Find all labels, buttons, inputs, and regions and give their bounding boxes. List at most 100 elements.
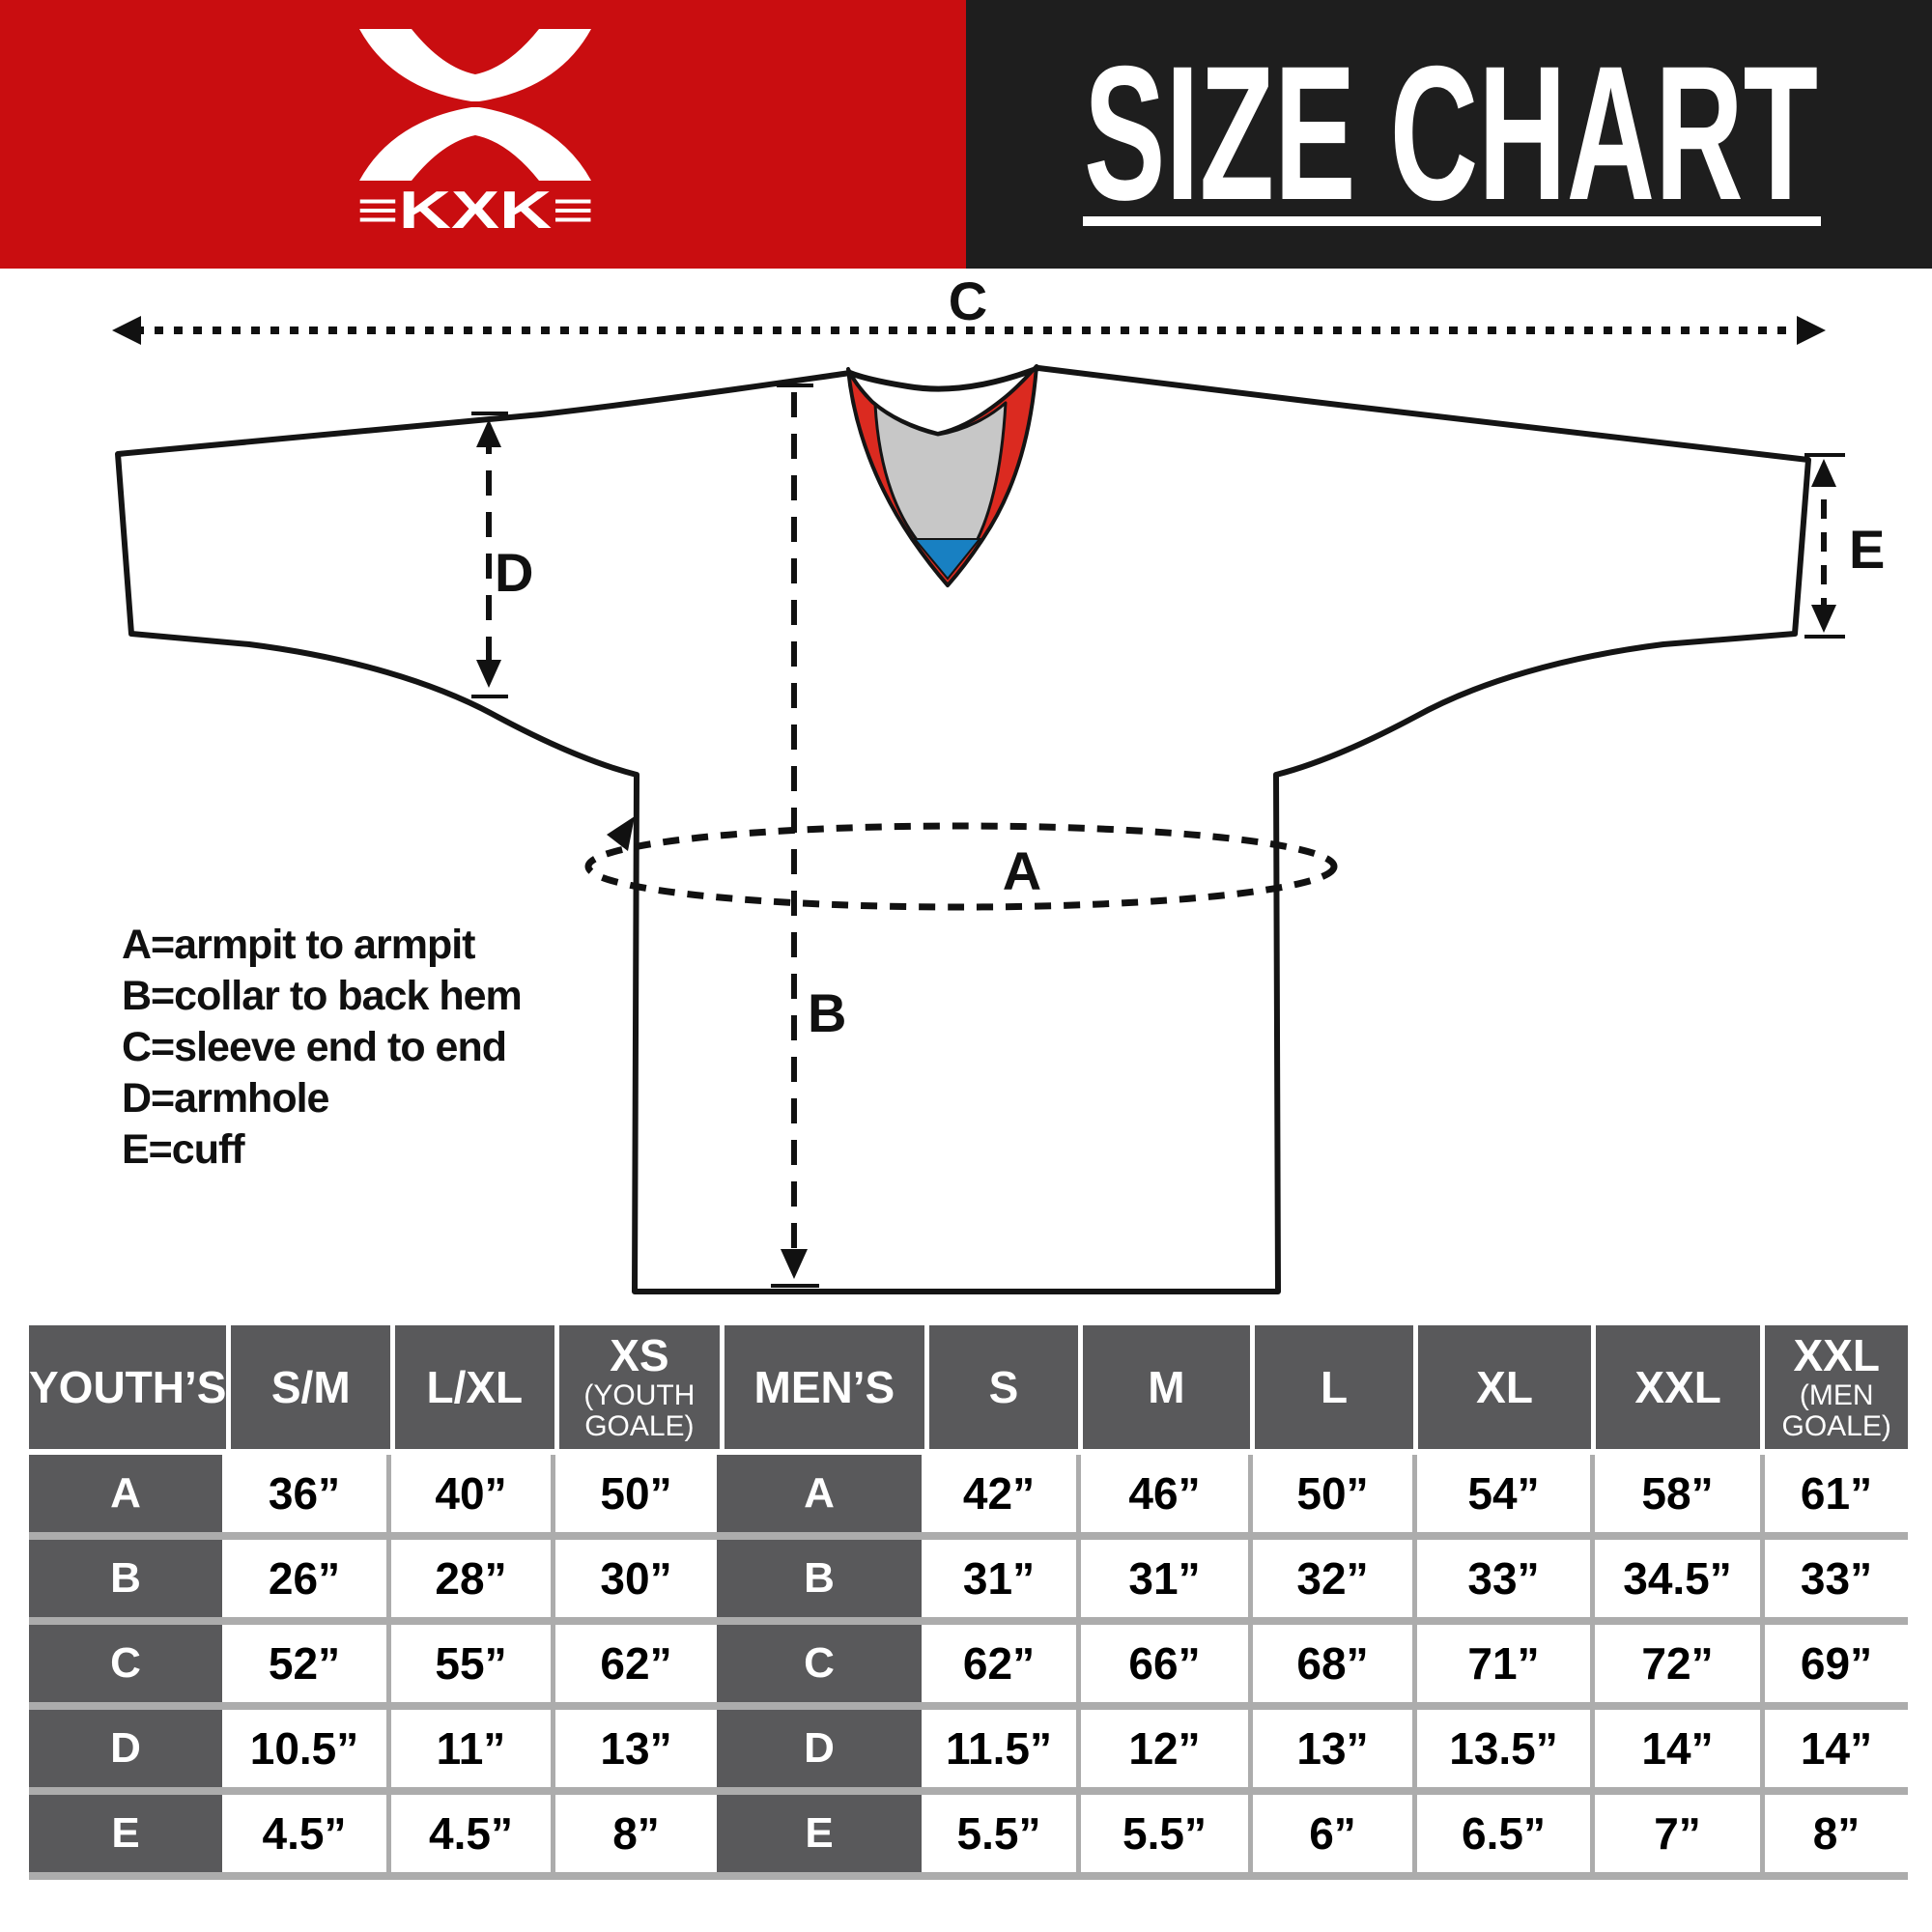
size-header-cell: M [1078,1325,1250,1449]
size-value-cell: 62” [551,1625,717,1702]
size-value-cell: 7” [1590,1795,1760,1872]
size-value-cell: 72” [1590,1625,1760,1702]
size-header-cell: L [1249,1325,1414,1449]
table-row: B 26” 28” 30” B 31” 31” 32” 33” 34.5” 33” [29,1540,1908,1617]
size-value-cell: 11.5” [922,1710,1076,1787]
size-value-cell: 13” [1248,1710,1412,1787]
header-label: S/M [270,1361,351,1412]
row-label-cell: B [717,1540,922,1617]
label-c: C [949,270,987,331]
logo-x-bottom [359,107,591,181]
header-sublabel: (YOUTH GOALE) [583,1379,696,1443]
size-value-cell: 42” [922,1455,1076,1532]
size-value-cell: 40” [386,1455,551,1532]
size-header-cell: XXL [1590,1325,1761,1449]
logo-x-top [359,29,591,101]
size-header-cell: S [923,1325,1079,1449]
table-row: E 4.5” 4.5” 8” E 5.5” 5.5” 6” 6.5” 7” 8” [29,1795,1908,1872]
size-header-cell: S/M [226,1325,391,1449]
size-value-cell: 13.5” [1412,1710,1590,1787]
header-label: YOUTH’S [29,1361,227,1412]
header-label: XL [1476,1361,1533,1412]
size-value-cell: 62” [922,1625,1076,1702]
size-value-cell: 6.5” [1412,1795,1590,1872]
row-label-cell: C [717,1625,922,1702]
collar-blue-triangle [912,538,982,581]
row-label-cell: D [717,1710,922,1787]
size-chart-title-block: SIZE CHART [1083,26,1821,240]
size-header-cell: L/XL [390,1325,554,1449]
jersey-measurement-diagram: C D B A E [112,270,1885,1294]
size-value-cell: 14” [1760,1710,1908,1787]
kxk-logo-icon: ≡KXK≡ [356,29,594,236]
header-label: L/XL [426,1361,524,1412]
size-value-cell: 5.5” [922,1795,1076,1872]
size-value-cell: 31” [922,1540,1076,1617]
size-value-cell: 71” [1412,1625,1590,1702]
table-row: D 10.5” 11” 13” D 11.5” 12” 13” 13.5” 14” 14” [29,1710,1908,1787]
size-value-cell: 26” [222,1540,386,1617]
header-label: XS [610,1329,669,1380]
legend-line-d: D=armhole [122,1075,329,1122]
legend-line-a: A=armpit to armpit [122,922,475,968]
size-header-cell: XXL (MEN GOALE) [1760,1325,1908,1449]
size-value-cell: 50” [1248,1455,1412,1532]
legend-line-b: B=collar to back hem [122,973,523,1019]
measure-d-arrow [471,412,508,698]
group-header-cell: YOUTH’S [29,1325,227,1449]
header-red-panel: ≡KXK≡ [0,0,966,269]
size-value-cell: 8” [551,1795,717,1872]
size-value-cell: 6” [1248,1795,1412,1872]
size-value-cell: 69” [1760,1625,1908,1702]
row-label-cell: C [29,1625,222,1702]
size-table-header-row: YOUTH’S S/M L/XL XS (YOUTH GOALE) MEN’S S M L XL X… [29,1325,1908,1449]
header-label: S [988,1361,1019,1412]
title-underline [1083,216,1821,226]
table-row: C 52” 55” 62” C 62” 66” 68” 71” 72” 69” [29,1625,1908,1702]
size-value-cell: 68” [1248,1625,1412,1702]
size-value-cell: 4.5” [222,1795,386,1872]
label-b: B [808,982,846,1043]
header-label: M [1148,1361,1185,1412]
size-value-cell: 52” [222,1625,386,1702]
size-value-cell: 61” [1760,1455,1908,1532]
row-label-cell: E [717,1795,922,1872]
measure-e-arrow [1804,453,1845,639]
row-label-cell: A [717,1455,922,1532]
table-row: A 36” 40” 50” A 42” 46” 50” 54” 58” 61” [29,1449,1908,1532]
measure-b-arrow [771,384,819,1288]
legend-line-c: C=sleeve end to end [122,1024,507,1070]
size-value-cell: 32” [1248,1540,1412,1617]
header-label: XXL [1793,1329,1880,1380]
size-value-cell: 31” [1076,1540,1248,1617]
size-value-cell: 30” [551,1540,717,1617]
measure-a-ellipse [584,816,1338,911]
size-value-cell: 46” [1076,1455,1248,1532]
measure-c-arrow [112,316,1826,345]
size-value-cell: 50” [551,1455,717,1532]
row-label-cell: D [29,1710,222,1787]
size-table: YOUTH’S S/M L/XL XS (YOUTH GOALE) MEN’S S M L XL X… [29,1325,1908,1880]
header-label: MEN’S [753,1361,895,1412]
header-label: L [1320,1361,1349,1412]
size-value-cell: 54” [1412,1455,1590,1532]
size-value-cell: 55” [386,1625,551,1702]
size-value-cell: 34.5” [1590,1540,1760,1617]
logo-wordmark: ≡KXK≡ [356,180,594,236]
size-value-cell: 10.5” [222,1710,386,1787]
jersey-outline [115,365,1811,1294]
size-value-cell: 33” [1412,1540,1590,1617]
size-value-cell: 36” [222,1455,386,1532]
size-value-cell: 5.5” [1076,1795,1248,1872]
collar-gray-inner [873,401,1008,543]
group-header-cell: MEN’S [720,1325,924,1449]
legend-line-e: E=cuff [122,1126,245,1173]
size-value-cell: 66” [1076,1625,1248,1702]
header-black-panel: SIZE CHART [966,0,1932,269]
size-value-cell: 4.5” [386,1795,551,1872]
row-label-cell: E [29,1795,222,1872]
size-value-cell: 14” [1590,1710,1760,1787]
size-value-cell: 58” [1590,1455,1760,1532]
size-value-cell: 33” [1760,1540,1908,1617]
size-value-cell: 12” [1076,1710,1248,1787]
